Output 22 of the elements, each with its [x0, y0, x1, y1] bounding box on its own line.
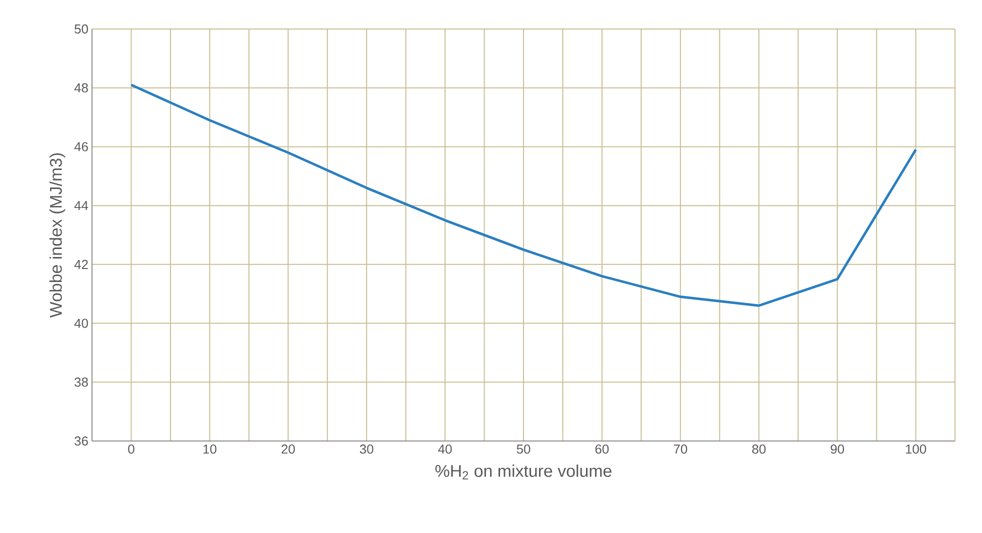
- y-tick-label: 38: [74, 378, 88, 387]
- x-tick-label: 70: [674, 444, 688, 454]
- y-tick-label: 46: [74, 142, 88, 152]
- x-tick-label: 100: [906, 444, 926, 454]
- y-tick-label: 48: [74, 83, 88, 92]
- x-axis-title: %H$_{2}$ on mixture volume: [435, 464, 612, 480]
- x-tick-label: 60: [595, 444, 609, 454]
- x-tick-label: 20: [282, 444, 295, 454]
- y-tick-label: 42: [74, 260, 88, 269]
- x-tick-label: 0: [128, 444, 134, 454]
- y-tick-label: 44: [74, 201, 88, 210]
- x-tick-label: 40: [438, 444, 452, 454]
- y-tick-label: 40: [74, 318, 88, 328]
- x-tick-label: 10: [203, 444, 216, 454]
- x-tick-label: 90: [830, 444, 844, 454]
- y-axis-title: Wobbe index (MJ/m3): [49, 153, 66, 318]
- y-tick-label: 36: [74, 436, 88, 446]
- y-tick-label: 50: [74, 24, 88, 34]
- x-tick-label: 50: [516, 444, 530, 454]
- line-series: [130, 84, 918, 307]
- x-tick-label: 80: [752, 444, 766, 454]
- x-tick-label: 30: [360, 444, 374, 454]
